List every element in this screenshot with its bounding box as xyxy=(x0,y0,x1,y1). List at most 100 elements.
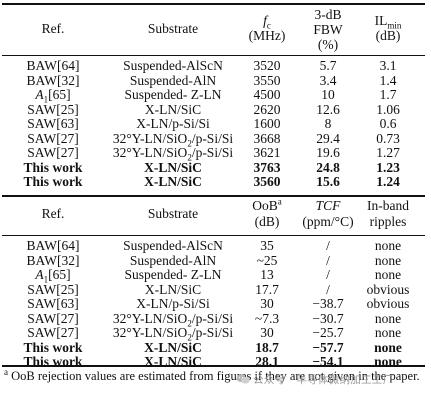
cell-ref: SAW[27] xyxy=(4,144,102,161)
cell-ripples: none xyxy=(374,339,402,355)
table2-header-rule xyxy=(2,235,425,236)
cell-substrate: X-LN/p-Si/Si xyxy=(102,115,244,132)
cell-fc: 3668 xyxy=(253,130,281,146)
cell-ref: A1[65] xyxy=(4,266,102,284)
cell-oob: 30 xyxy=(260,325,274,341)
table1-header: Ref. Substrate fc (MHz) 3-dB FBW (%) ILm… xyxy=(0,7,431,53)
substrate-suffix: /p-Si/Si xyxy=(191,325,234,341)
ref-subscript: 1 xyxy=(43,94,49,105)
cell-substrate: Suspended- Z-LN xyxy=(102,266,244,283)
substrate-text: X-LN/SiC xyxy=(144,354,202,370)
cell-ref: SAW[27] xyxy=(4,130,102,147)
cell-substrate: Suspended- Z-LN xyxy=(102,86,244,103)
cell-substrate: 32°Y-LN/SiO2/p-Si/Si xyxy=(102,324,244,343)
cell-ripples: none xyxy=(374,354,402,370)
cell-fbw: 3.4 xyxy=(319,72,337,88)
cell-substrate: X-LN/SiC xyxy=(102,159,244,176)
cell-oob: ~7.3 xyxy=(254,310,280,326)
ref-text: SAW[27] xyxy=(27,325,79,341)
cell-il: 1.4 xyxy=(379,72,397,88)
ref-text: SAW[27] xyxy=(27,310,79,326)
cell-oob: 30 xyxy=(260,296,274,312)
cell-fc: 4500 xyxy=(253,87,281,103)
substrate-text: X-LN/SiC xyxy=(144,101,202,117)
substrate-text: 32°Y-LN/SiO xyxy=(112,130,188,146)
substrate-subscript: 2 xyxy=(187,332,192,343)
table-row: BAW[64] Suspended-AlScN 3520 5.7 3.1 xyxy=(0,57,431,74)
cell-oob: ~25 xyxy=(256,252,278,268)
cell-fbw: 19.6 xyxy=(316,145,340,161)
cell-oob: 28.1 xyxy=(255,354,279,370)
substrate-subscript: 2 xyxy=(187,152,192,163)
cell-ripples: none xyxy=(374,310,402,326)
cell-fbw: 15.6 xyxy=(316,174,340,190)
cell-il: 1.06 xyxy=(376,101,400,117)
table-row: SAW[27] 32°Y-LN/SiO2/p-Si/Si 30 −25.7 none xyxy=(0,324,431,343)
table-row: SAW[63] X-LN/p-Si/Si 1600 8 0.6 xyxy=(0,115,431,132)
cell-substrate: Suspended-AlScN xyxy=(102,237,244,254)
cell-ref: BAW[64] xyxy=(4,237,102,254)
table-row: This work X-LN/SiC 3560 15.6 1.24 xyxy=(0,173,431,190)
cell-ref: This work xyxy=(4,173,102,190)
header-il-unit: (dB) xyxy=(375,28,401,43)
table-row: SAW[63] X-LN/p-Si/Si 30 −38.7 obvious xyxy=(0,295,431,312)
cell-il: 1.24 xyxy=(376,174,400,190)
substrate-suffix: /p-Si/Si xyxy=(191,145,234,161)
cell-substrate: X-LN/SiC xyxy=(102,101,244,118)
footnote: a OoB rejection values are estimated fro… xyxy=(4,367,424,385)
ref-text: SAW[27] xyxy=(27,130,79,146)
cell-ref: SAW[63] xyxy=(4,115,102,132)
cell-ref: This work xyxy=(4,353,102,370)
ref-text: BAW[64] xyxy=(26,238,80,253)
ref-text: This work xyxy=(23,339,83,355)
cell-ref: This work xyxy=(4,339,102,356)
table1-top-rule xyxy=(2,3,425,5)
table1-header-rule xyxy=(2,55,425,56)
ref-text: SAW[63] xyxy=(27,116,79,132)
cell-ref: SAW[25] xyxy=(4,101,102,118)
footnote-text: OoB rejection values are estimated from … xyxy=(8,369,420,383)
table-row: This work X-LN/SiC 18.7 −57.7 none xyxy=(0,339,431,356)
cell-tcf: −57.7 xyxy=(312,339,344,355)
table-row: SAW[27] 32°Y-LN/SiO2/p-Si/Si 3621 19.6 1.27 xyxy=(0,144,431,163)
cell-fc: 3550 xyxy=(253,72,281,88)
substrate-text: X-LN/p-Si/Si xyxy=(136,116,210,132)
ref-text: BAW[32] xyxy=(26,252,80,268)
ref-text: A xyxy=(35,267,44,283)
cell-ref: SAW[27] xyxy=(4,324,102,341)
table-row: This work X-LN/SiC 28.1 −54.1 none xyxy=(0,353,431,370)
table-row: SAW[25] X-LN/SiC 17.7 / obvious xyxy=(0,281,431,298)
cell-ripples: none xyxy=(374,267,402,283)
substrate-subscript: 2 xyxy=(187,318,192,329)
cell-fbw: 24.8 xyxy=(316,159,340,175)
cell-ref: SAW[27] xyxy=(4,310,102,327)
cell-ref: BAW[32] xyxy=(4,252,102,269)
cell-tcf: / xyxy=(326,252,330,268)
table2-bottom-rule xyxy=(2,365,425,367)
table-row: A1[65] Suspended- Z-LN 4500 10 1.7 xyxy=(0,86,431,105)
cell-substrate: 32°Y-LN/SiO2/p-Si/Si xyxy=(102,144,244,163)
cell-il: 1.7 xyxy=(379,87,397,103)
watermark-text: 公众号 · 半导体微纳加工工厂 xyxy=(253,374,394,386)
ref-suffix: [65] xyxy=(48,87,71,103)
ref-text: SAW[63] xyxy=(27,296,79,312)
header-tcf-unit: (ppm/°C) xyxy=(302,214,354,229)
cell-fc: 2620 xyxy=(253,101,281,117)
substrate-text: X-LN/SiC xyxy=(144,281,202,297)
ref-text: BAW[32] xyxy=(26,72,80,88)
cell-ripples: none xyxy=(374,325,402,341)
substrate-text: X-LN/p-Si/Si xyxy=(136,296,210,312)
cell-il: 1.27 xyxy=(376,145,400,161)
table2-header: Ref. Substrate OoBa (dB) TCF (ppm/°C) In… xyxy=(0,197,431,232)
cell-tcf: −38.7 xyxy=(312,296,344,312)
cell-tcf: −25.7 xyxy=(312,325,344,341)
table-row: This work X-LN/SiC 3763 24.8 1.23 xyxy=(0,159,431,176)
cell-fc: 3763 xyxy=(253,159,281,175)
substrate-text: X-LN/SiC xyxy=(144,174,202,190)
table2-top-rule xyxy=(2,195,425,197)
ref-text: This work xyxy=(23,159,83,175)
cell-fbw: 5.7 xyxy=(319,58,337,73)
substrate-text: Suspended-AlScN xyxy=(123,238,223,253)
header-ref: Ref. xyxy=(41,21,65,36)
header-il: ILmin xyxy=(374,13,402,31)
